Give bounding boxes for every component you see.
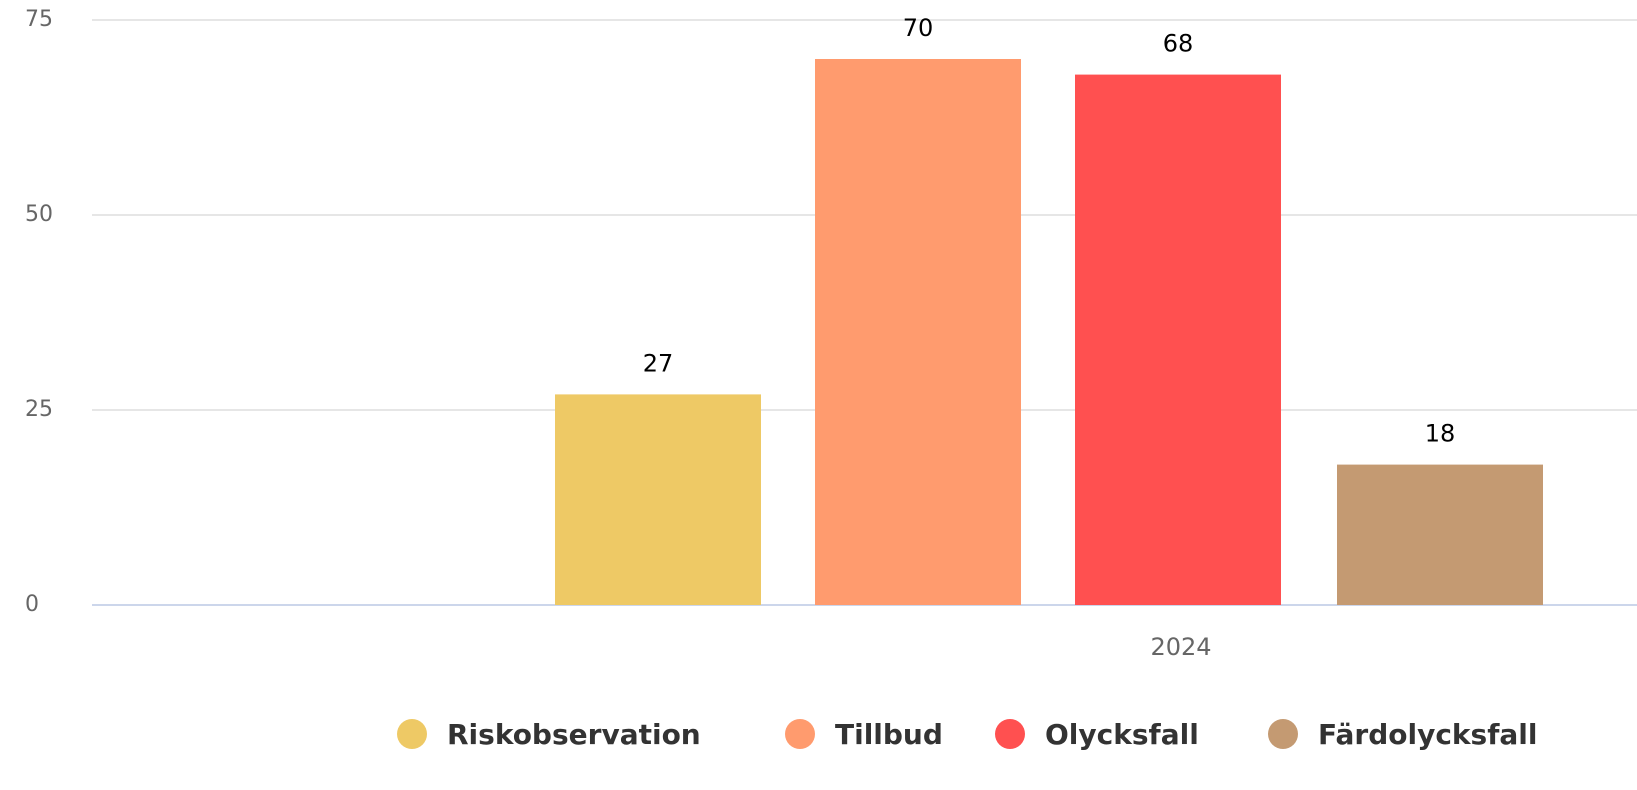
bar: [555, 394, 761, 605]
legend-marker: [995, 719, 1025, 749]
bar: [1075, 74, 1281, 606]
legend-label: Olycksfall: [1045, 718, 1199, 751]
legend-label: Tillbud: [835, 718, 943, 751]
y-tick-label: 75: [25, 7, 53, 32]
data-label: 27: [643, 349, 674, 377]
legend-marker: [397, 719, 427, 749]
data-label: 70: [903, 14, 934, 42]
legend-marker: [1268, 719, 1298, 749]
data-label: 18: [1425, 420, 1456, 448]
x-tick-label: 2024: [1150, 633, 1211, 661]
bar: [1337, 464, 1543, 605]
legend-label: Riskobservation: [447, 718, 701, 751]
data-label: 68: [1163, 30, 1194, 58]
y-tick-label: 50: [25, 202, 53, 227]
legend-label: Färdolycksfall: [1318, 718, 1537, 751]
y-tick-label: 25: [25, 397, 53, 422]
bar: [815, 59, 1021, 605]
y-tick-label: 0: [25, 592, 39, 617]
legend-marker: [785, 719, 815, 749]
